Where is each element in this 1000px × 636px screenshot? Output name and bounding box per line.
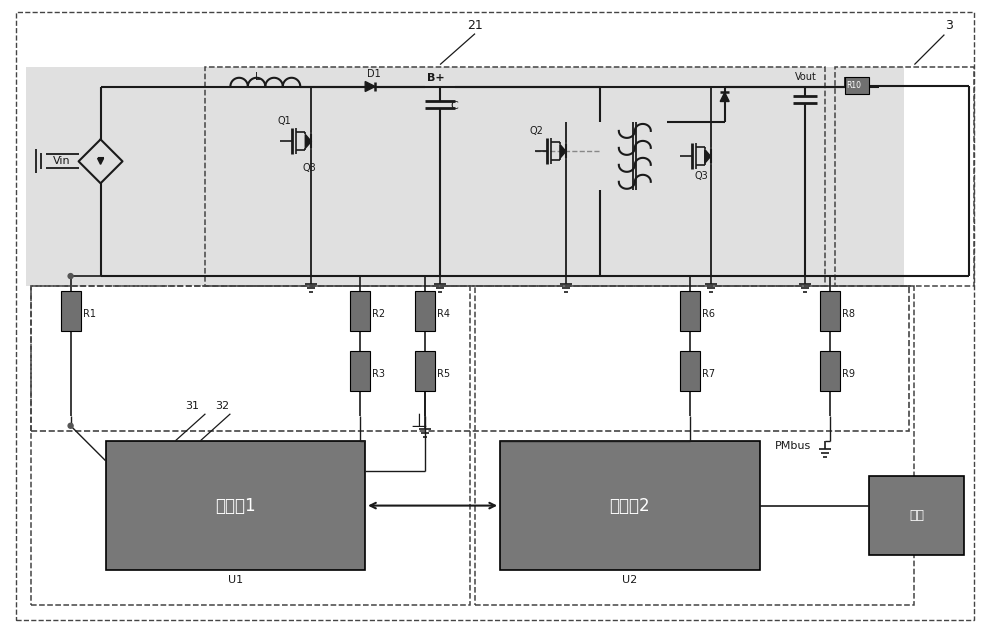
Text: 系统: 系统 xyxy=(909,509,924,522)
Polygon shape xyxy=(720,92,729,102)
Text: U2: U2 xyxy=(622,576,637,585)
Bar xyxy=(106,441,365,570)
Text: 3: 3 xyxy=(945,18,953,32)
Text: PMbus: PMbus xyxy=(775,441,811,451)
Bar xyxy=(415,351,435,391)
Bar xyxy=(415,291,435,331)
Polygon shape xyxy=(365,81,375,92)
Text: Q1: Q1 xyxy=(277,116,291,127)
Text: Q3: Q3 xyxy=(695,171,708,181)
Bar xyxy=(820,351,840,391)
Text: R6: R6 xyxy=(702,309,715,319)
Circle shape xyxy=(68,273,73,279)
Polygon shape xyxy=(98,158,104,164)
Text: R8: R8 xyxy=(842,309,855,319)
Circle shape xyxy=(68,424,73,428)
Text: R5: R5 xyxy=(437,369,450,379)
Text: R7: R7 xyxy=(702,369,715,379)
Bar xyxy=(835,67,974,286)
Bar xyxy=(500,441,760,570)
Text: R4: R4 xyxy=(437,309,450,319)
Text: R1: R1 xyxy=(83,309,96,319)
Text: R9: R9 xyxy=(842,369,855,379)
Text: 单牎机2: 单牎机2 xyxy=(610,497,650,515)
Text: 32: 32 xyxy=(215,401,230,411)
Text: R3: R3 xyxy=(372,369,385,379)
Text: R2: R2 xyxy=(372,309,385,319)
Bar xyxy=(680,351,700,391)
Bar xyxy=(61,291,81,331)
Polygon shape xyxy=(705,149,711,163)
Text: R10: R10 xyxy=(846,81,861,90)
Polygon shape xyxy=(560,144,566,158)
Text: Vin: Vin xyxy=(53,156,70,167)
Text: Q3: Q3 xyxy=(302,163,316,174)
Bar xyxy=(205,67,825,286)
Bar xyxy=(350,351,370,391)
Bar xyxy=(869,476,964,555)
Bar xyxy=(820,291,840,331)
Polygon shape xyxy=(305,134,311,148)
Bar xyxy=(845,76,869,95)
Text: 31: 31 xyxy=(185,401,199,411)
Bar xyxy=(26,67,904,286)
Text: ⊥: ⊥ xyxy=(410,411,427,431)
Bar xyxy=(31,286,470,605)
Bar xyxy=(31,286,909,431)
Text: Vout: Vout xyxy=(795,71,816,81)
Text: 21: 21 xyxy=(467,18,483,32)
Text: 单牎机1: 单牎机1 xyxy=(215,497,256,515)
Text: B+: B+ xyxy=(427,73,445,83)
Bar xyxy=(350,291,370,331)
Bar xyxy=(680,291,700,331)
Text: L: L xyxy=(255,71,261,81)
Text: D1: D1 xyxy=(367,69,381,78)
Text: U1: U1 xyxy=(228,576,243,585)
Bar xyxy=(475,286,914,605)
Text: C: C xyxy=(450,102,458,111)
Text: Q2: Q2 xyxy=(530,127,544,136)
